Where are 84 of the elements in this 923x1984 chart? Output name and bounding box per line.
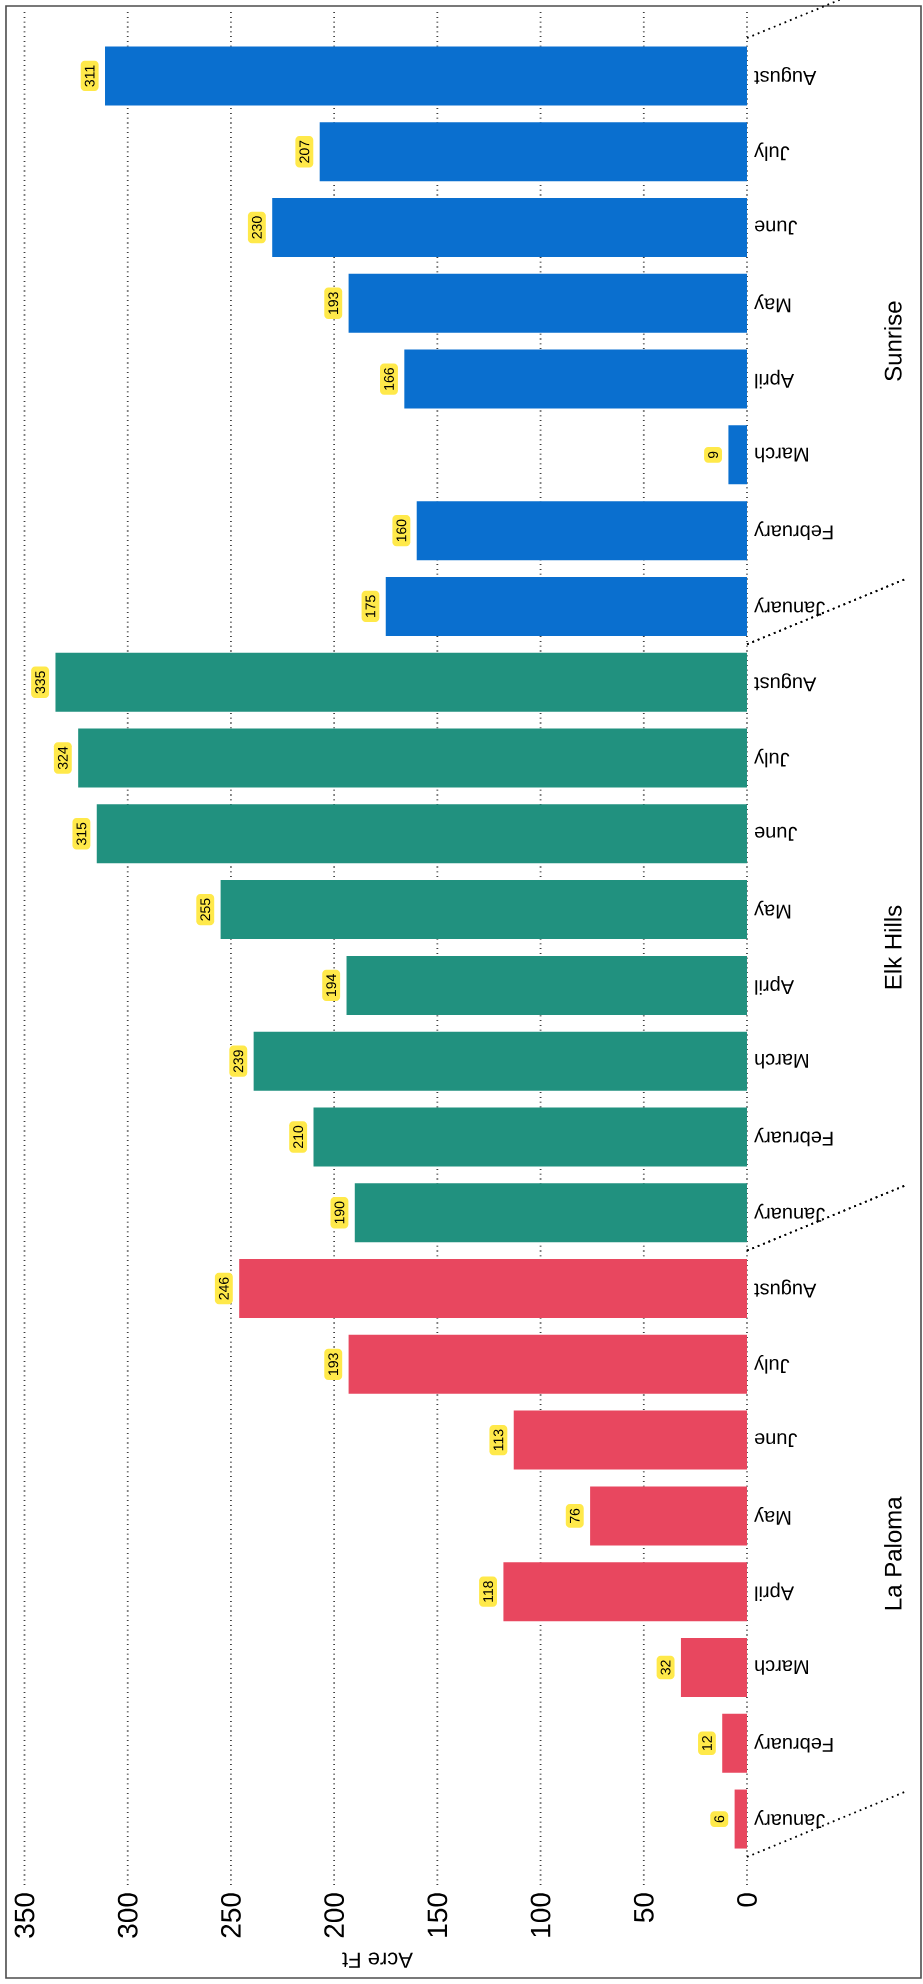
data-label: 255: [200, 898, 211, 921]
y-tick-label: April: [755, 369, 795, 389]
data-label: 193: [328, 1353, 339, 1375]
bar: [253, 1031, 747, 1091]
data-label: 210: [293, 1125, 304, 1148]
data-label: 175: [365, 595, 376, 618]
data-label: 12: [702, 1736, 712, 1750]
y-tick-label: May: [754, 294, 791, 313]
data-label: 32: [660, 1660, 671, 1675]
data-label: 113: [493, 1429, 504, 1451]
bar: [96, 804, 747, 864]
data-label: 166: [384, 368, 394, 390]
bar: [105, 46, 747, 106]
x-tick-label: 350: [14, 1893, 35, 1938]
y-tick-label: August: [754, 66, 817, 85]
y-tick-label: April: [755, 976, 795, 995]
data-label: 6: [714, 1815, 725, 1823]
data-label: 311: [84, 65, 95, 87]
bar: [55, 652, 747, 712]
data-label: 193: [328, 292, 339, 314]
y-tick-label: February: [754, 521, 833, 540]
bar: [346, 955, 747, 1015]
bar: [590, 1486, 747, 1546]
y-tick-label: May: [754, 900, 791, 919]
data-label: 76: [569, 1508, 580, 1523]
data-label: 9: [708, 451, 718, 459]
x-tick-label: 0: [737, 1893, 757, 1907]
bar: [416, 501, 747, 561]
y-tick-label: January: [754, 1203, 825, 1222]
bar: [239, 1259, 747, 1319]
y-tick-label: May: [754, 1506, 791, 1525]
x-tick-label: 200: [324, 1893, 345, 1938]
bar: [404, 349, 747, 409]
bar: [272, 197, 747, 257]
bar: [728, 425, 747, 485]
y-tick-label: August: [754, 1279, 817, 1298]
data-label: 118: [483, 1581, 493, 1602]
bar: [734, 1789, 747, 1849]
bar: [348, 1334, 747, 1394]
data-label: 239: [233, 1050, 244, 1073]
data-label: 160: [396, 519, 407, 542]
bar: [385, 576, 747, 636]
y-tick-label: August: [754, 673, 817, 692]
bar: [354, 1183, 747, 1243]
data-label: 315: [76, 822, 87, 845]
x-tick-label: 300: [117, 1893, 138, 1938]
x-tick-label: 100: [530, 1893, 551, 1937]
data-label: 194: [326, 974, 337, 996]
x-axis-title: Acre Ft: [342, 1952, 413, 1968]
data-label: 230: [251, 216, 262, 239]
bar: [513, 1410, 747, 1470]
y-tick-label: June: [754, 1433, 798, 1448]
bar: [220, 880, 747, 940]
text: Sunrise: [884, 301, 902, 381]
y-tick-label: March: [755, 1053, 808, 1069]
y-tick-label: June: [754, 826, 798, 841]
bar: [313, 1107, 747, 1167]
data-label: 207: [299, 140, 310, 163]
x-tick-label: 150: [427, 1893, 448, 1937]
bar: [319, 122, 747, 182]
y-tick-label: February: [754, 1733, 833, 1753]
text: Elk Hills: [884, 905, 902, 989]
bar: [348, 273, 747, 333]
y-tick-label: July: [754, 1355, 790, 1374]
y-tick-label: July: [754, 748, 790, 768]
bar: [722, 1713, 747, 1773]
y-tick-label: January: [754, 1810, 825, 1829]
bar: [680, 1637, 747, 1697]
data-label: 335: [35, 671, 46, 694]
y-tick-label: January: [754, 597, 825, 616]
x-tick-label: 250: [221, 1893, 241, 1938]
y-tick-label: March: [755, 1660, 808, 1675]
y-tick-label: April: [755, 1582, 795, 1602]
x-tick-label: 50: [633, 1893, 654, 1923]
data-label: 324: [57, 746, 68, 770]
y-tick-label: February: [754, 1127, 833, 1147]
y-tick-label: March: [755, 447, 808, 463]
text: La Paloma: [884, 1496, 902, 1610]
bar: [503, 1562, 747, 1622]
data-label: 190: [334, 1201, 345, 1224]
y-tick-label: July: [754, 142, 790, 162]
bar: [78, 728, 747, 788]
data-label: 246: [218, 1277, 229, 1300]
y-tick-label: June: [754, 220, 798, 235]
